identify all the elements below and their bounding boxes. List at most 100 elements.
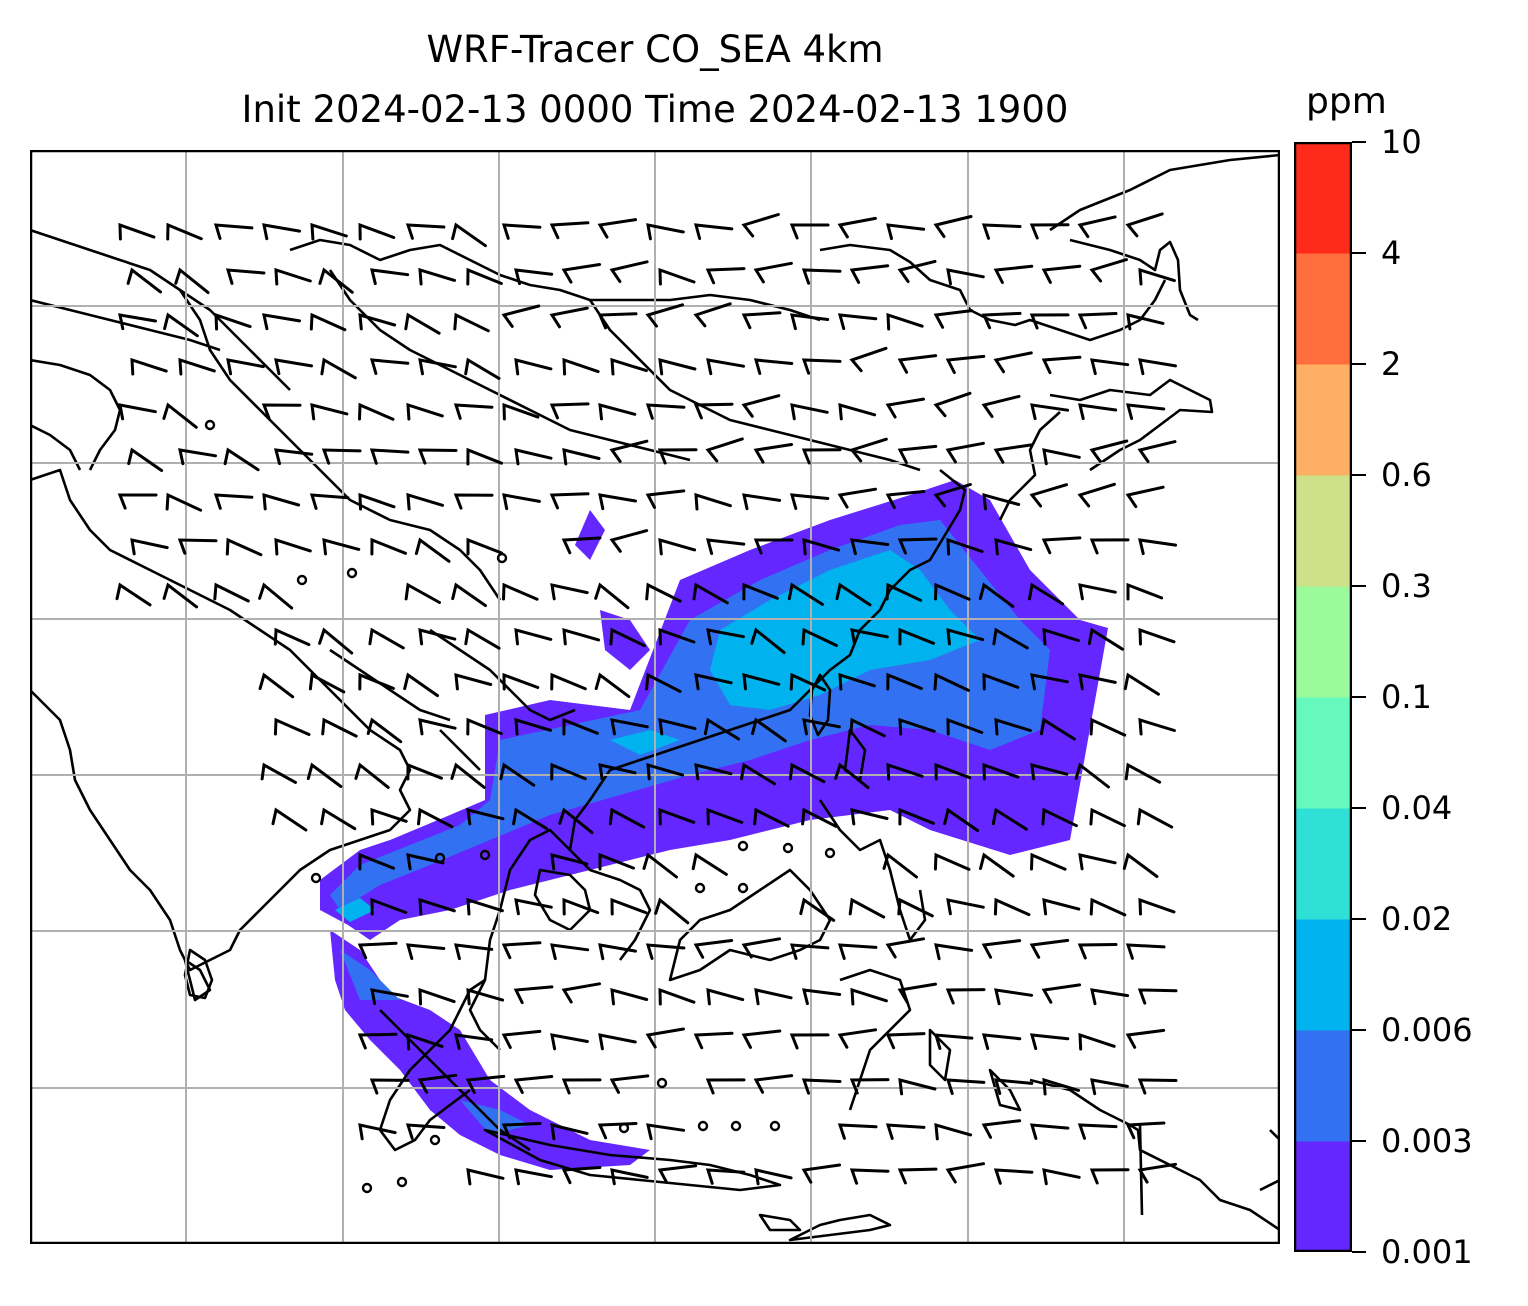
wind-barb [406, 762, 443, 781]
wind-barb [1125, 1028, 1166, 1049]
wind-barb [225, 268, 266, 285]
wind-barb [654, 897, 690, 925]
wind-barb [369, 1078, 410, 1095]
wind-barb [658, 627, 696, 646]
wind-barb [118, 403, 157, 421]
wind-barb [693, 402, 734, 420]
wind-barb [838, 672, 876, 691]
wind-barb [609, 1074, 650, 1094]
wind-barb [450, 762, 486, 789]
wind-barb [1090, 988, 1130, 1006]
wind-barb [885, 937, 925, 959]
wind-barb [404, 582, 441, 604]
wind-barb [1138, 267, 1176, 286]
wind-barb [562, 717, 599, 736]
wind-barb [214, 312, 252, 331]
wind-barb [991, 807, 1028, 831]
wind-barb [163, 312, 199, 338]
wind-barb [885, 397, 925, 419]
wind-barb [946, 898, 985, 916]
wind-barb [454, 1033, 494, 1051]
wind-barb [310, 403, 349, 421]
wind-barb [1090, 358, 1130, 376]
wind-barb [850, 808, 889, 826]
wind-barb [1078, 1032, 1116, 1051]
wind-barb [405, 943, 446, 960]
wind-barb [549, 402, 590, 420]
wind-barb [512, 807, 549, 831]
wind-barb [499, 762, 536, 787]
wind-barb [933, 309, 974, 329]
wind-barb [562, 627, 601, 646]
wind-barb [354, 762, 390, 789]
wind-barb [405, 223, 446, 240]
calm-wind-marker [346, 567, 358, 579]
wind-barb [318, 267, 354, 294]
wind-barb [706, 628, 745, 646]
wind-barb [886, 672, 923, 691]
wind-barb [837, 1123, 878, 1140]
wind-barb [610, 357, 648, 376]
wind-barb [609, 529, 649, 553]
wind-barb [837, 1028, 878, 1049]
wind-barb [801, 358, 842, 375]
wind-barb [271, 807, 308, 832]
wind-barb [946, 537, 984, 556]
wind-barb [502, 493, 541, 511]
wind-barb [898, 627, 935, 646]
wind-barb [645, 489, 686, 509]
wind-barb [406, 853, 445, 871]
wind-barb [933, 483, 972, 508]
calm-wind-marker [782, 842, 794, 854]
wind-barb [318, 627, 354, 655]
wind-barb [368, 627, 405, 650]
wind-barb [370, 268, 410, 286]
wind-barb [1041, 264, 1082, 284]
wind-barb [645, 1027, 685, 1049]
wind-barb [357, 1032, 398, 1050]
wind-barb [117, 493, 158, 510]
wind-barb [645, 303, 684, 328]
wind-barb [1138, 717, 1176, 736]
colorbar-band [1294, 919, 1352, 1031]
wind-barb [802, 988, 842, 1006]
wind-barb [274, 537, 312, 556]
colorbar-tick-label: 10 [1381, 123, 1422, 161]
wind-barb [513, 985, 554, 1005]
calm-wind-marker [496, 552, 508, 564]
wind-barb [550, 853, 589, 871]
wind-barb [561, 1078, 602, 1095]
calm-wind-marker [434, 852, 446, 864]
calm-wind-marker [479, 849, 491, 861]
wind-barb [223, 447, 260, 472]
wind-barb [933, 852, 971, 871]
wind-barb [1137, 1078, 1178, 1095]
wind-barb [694, 673, 733, 691]
wind-barb [309, 312, 347, 332]
wind-barb [1077, 943, 1118, 960]
wind-barb [1089, 538, 1130, 555]
wind-barb [945, 441, 985, 464]
colorbar-tick [1352, 474, 1366, 476]
wind-barb [118, 313, 157, 331]
wind-barb [165, 492, 203, 512]
wind-barb [1029, 1123, 1070, 1140]
wind-barb [1077, 215, 1117, 239]
wind-barb [308, 672, 346, 694]
wind-barb [753, 538, 794, 555]
calm-wind-marker [769, 1120, 781, 1132]
wind-barb [403, 672, 439, 698]
wind-barb [418, 987, 456, 1006]
wind-barb [1041, 355, 1082, 375]
colorbar-tick-label: 0.001 [1381, 1233, 1473, 1271]
wind-barb [703, 717, 741, 741]
wind-barb [418, 627, 457, 646]
wind-barb [885, 1123, 926, 1140]
wind-barb [274, 267, 312, 286]
wind-barb [802, 718, 841, 736]
colorbar-tick [1352, 696, 1366, 698]
chart-title: WRF-Tracer CO_SEA 4km [426, 28, 884, 71]
colorbar-tick [1352, 363, 1366, 365]
wind-barb [514, 898, 553, 916]
wind-barb [213, 223, 254, 240]
